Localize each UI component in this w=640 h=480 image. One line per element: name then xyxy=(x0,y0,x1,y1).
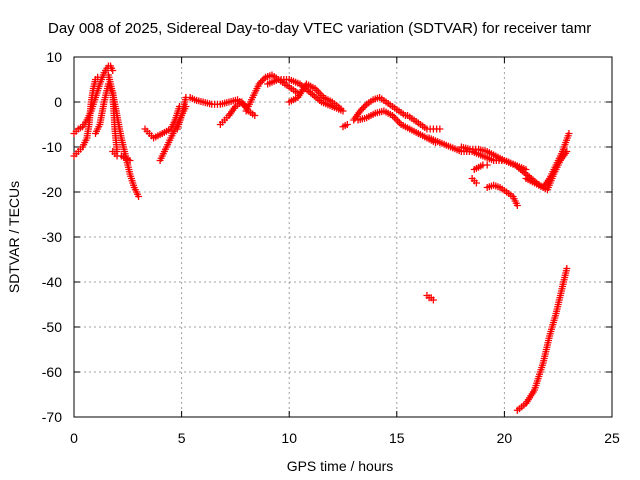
series-arc-early-fall xyxy=(104,71,143,200)
data-point xyxy=(251,112,259,119)
chart-title: Day 008 of 2025, Sidereal Day-to-day VTE… xyxy=(48,20,591,37)
y-tick-label: -20 xyxy=(42,184,62,200)
axis-ticks xyxy=(73,56,613,418)
data-point xyxy=(483,161,491,169)
series-arc-19to21-dip xyxy=(483,181,521,209)
y-tick-label: -60 xyxy=(42,364,62,380)
y-tick-label: -10 xyxy=(42,139,62,155)
data-point xyxy=(359,104,367,112)
series-arc-9to12 xyxy=(264,76,347,115)
series-arc-early-lowfall xyxy=(109,148,134,164)
y-axis-label: SDTVAR / TECUs xyxy=(6,181,22,293)
series-arc-12to13 xyxy=(339,121,351,131)
x-tick-label: 10 xyxy=(281,430,297,446)
series-arc-midday-low xyxy=(173,94,250,133)
series-arc-19-blob xyxy=(470,161,491,173)
x-tick-label: 25 xyxy=(604,430,620,446)
data-point xyxy=(135,193,143,200)
data-point xyxy=(126,157,134,164)
y-tick-labels: 10 0 -10 -20 -30 -40 -50 -60 -70 xyxy=(42,49,62,425)
data-point xyxy=(565,130,573,137)
series-arc-18to20 xyxy=(457,143,508,164)
y-tick-label: -70 xyxy=(42,409,62,425)
x-tick-label: 0 xyxy=(70,430,78,446)
data-point xyxy=(109,67,117,74)
data-point xyxy=(563,265,571,272)
data-point xyxy=(258,77,266,85)
x-axis-label: GPS time / hours xyxy=(287,458,394,474)
data-point xyxy=(436,125,444,133)
data-point xyxy=(343,121,351,128)
y-tick-label: -40 xyxy=(42,274,62,290)
series-arc-8to10 xyxy=(242,71,302,115)
data-point xyxy=(361,102,369,110)
series-arc-early-lower xyxy=(70,73,102,160)
data-point xyxy=(513,202,521,209)
x-tick-label: 15 xyxy=(389,430,405,446)
x-tick-label: 5 xyxy=(178,430,186,446)
data-point xyxy=(563,148,571,155)
y-tick-label: -30 xyxy=(42,229,62,245)
data-marks xyxy=(70,62,573,414)
data-point xyxy=(429,296,437,304)
x-tick-label: 20 xyxy=(497,430,513,446)
data-point xyxy=(472,179,480,187)
y-tick-label: -50 xyxy=(42,319,62,335)
data-point xyxy=(337,105,345,113)
data-point xyxy=(94,73,102,81)
x-tick-labels: 0 5 10 15 20 25 xyxy=(70,430,620,446)
series-arc-10to12-b xyxy=(285,80,345,113)
y-tick-label: 10 xyxy=(46,49,62,65)
series-arc-15to17 xyxy=(404,112,444,133)
y-tick-label: 0 xyxy=(54,94,62,110)
series-arc-18.6-drop xyxy=(468,175,480,187)
series-arc-16.5-cluster xyxy=(423,292,437,304)
series-arc-21to23-b xyxy=(522,148,571,194)
series-arc-late-steep xyxy=(513,265,571,414)
